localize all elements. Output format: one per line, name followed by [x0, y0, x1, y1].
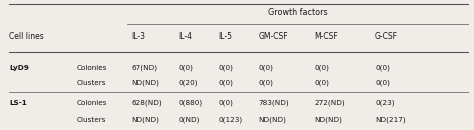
Text: LS-1: LS-1 — [9, 100, 27, 106]
Text: M-CSF: M-CSF — [314, 32, 338, 41]
Text: 628(ND): 628(ND) — [131, 100, 162, 106]
Text: Clusters: Clusters — [76, 117, 106, 123]
Text: Colonies: Colonies — [76, 100, 107, 106]
Text: 0(0): 0(0) — [375, 64, 390, 71]
Text: ND(ND): ND(ND) — [131, 116, 159, 123]
Text: IL-4: IL-4 — [179, 32, 192, 41]
Text: Cell lines: Cell lines — [9, 32, 44, 41]
Text: 67(ND): 67(ND) — [131, 64, 157, 71]
Text: 0(0): 0(0) — [314, 64, 329, 71]
Text: ND(217): ND(217) — [375, 116, 406, 123]
Text: 0(0): 0(0) — [259, 64, 273, 71]
Text: 0(0): 0(0) — [179, 64, 193, 71]
Text: 0(0): 0(0) — [219, 64, 234, 71]
Text: 272(ND): 272(ND) — [314, 100, 345, 106]
Text: Clusters: Clusters — [76, 80, 106, 86]
Text: 0(123): 0(123) — [219, 116, 243, 123]
Text: IL-5: IL-5 — [219, 32, 233, 41]
Text: Growth factors: Growth factors — [268, 8, 328, 17]
Text: 783(ND): 783(ND) — [259, 100, 289, 106]
Text: ND(ND): ND(ND) — [131, 80, 159, 86]
Text: 0(0): 0(0) — [219, 80, 234, 86]
Text: 0(0): 0(0) — [314, 80, 329, 86]
Text: LyD9: LyD9 — [9, 65, 29, 71]
Text: 0(0): 0(0) — [375, 80, 390, 86]
Text: 0(20): 0(20) — [179, 80, 198, 86]
Text: 0(880): 0(880) — [179, 100, 203, 106]
Text: GM-CSF: GM-CSF — [259, 32, 288, 41]
Text: ND(ND): ND(ND) — [259, 116, 287, 123]
Text: 0(0): 0(0) — [259, 80, 273, 86]
Text: G-CSF: G-CSF — [375, 32, 398, 41]
Text: 0(23): 0(23) — [375, 100, 394, 106]
Text: ND(ND): ND(ND) — [314, 116, 342, 123]
Text: IL-3: IL-3 — [131, 32, 146, 41]
Text: Colonies: Colonies — [76, 65, 107, 71]
Text: 0(0): 0(0) — [219, 100, 234, 106]
Text: 0(ND): 0(ND) — [179, 116, 200, 123]
